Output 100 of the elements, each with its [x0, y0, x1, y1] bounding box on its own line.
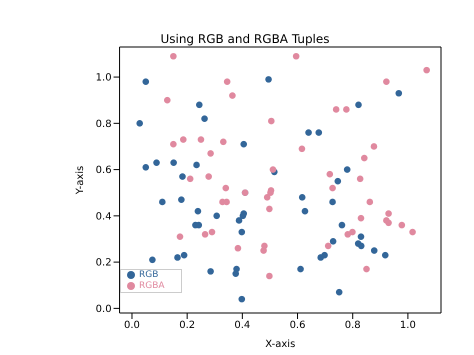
point	[240, 140, 248, 148]
point	[142, 78, 150, 85]
point	[213, 212, 220, 220]
point	[170, 52, 177, 60]
point	[334, 178, 342, 184]
point	[370, 247, 378, 254]
point	[229, 92, 236, 99]
x-tick-label: 0.6	[290, 320, 306, 332]
point	[355, 102, 362, 108]
point	[238, 296, 246, 302]
point	[270, 166, 276, 173]
point	[358, 214, 364, 222]
point	[236, 217, 242, 224]
x-tick-label: 0.8	[344, 320, 361, 332]
point	[356, 176, 364, 182]
point	[194, 208, 202, 215]
point	[326, 170, 334, 178]
point	[174, 254, 181, 261]
point	[358, 242, 365, 250]
point	[398, 222, 406, 228]
point	[164, 96, 171, 104]
point	[336, 288, 342, 296]
y-tick-label: 0.8	[96, 118, 112, 130]
point	[196, 102, 203, 108]
point	[302, 208, 308, 215]
point	[207, 150, 214, 157]
point	[224, 78, 230, 85]
point	[329, 198, 336, 206]
point	[385, 210, 392, 217]
point	[186, 176, 194, 182]
point	[178, 196, 185, 203]
point	[238, 228, 246, 236]
point	[315, 129, 322, 136]
point	[153, 159, 160, 166]
point	[149, 256, 156, 264]
point	[264, 194, 270, 201]
legend-label: RGBA	[139, 281, 165, 291]
point	[266, 272, 273, 280]
point	[205, 173, 212, 180]
point	[382, 252, 389, 258]
y-axis-title: Y-axis	[75, 166, 86, 196]
point	[297, 266, 304, 272]
point	[338, 222, 346, 228]
point	[266, 206, 273, 212]
point	[385, 219, 392, 226]
point	[329, 184, 336, 192]
point	[180, 252, 188, 258]
point	[330, 238, 336, 245]
point	[240, 212, 246, 220]
y-tick-label: 0.2	[96, 258, 112, 269]
point	[193, 162, 200, 168]
point	[324, 242, 332, 250]
point	[234, 244, 242, 252]
point	[298, 194, 306, 201]
point	[142, 164, 150, 171]
point	[344, 166, 350, 173]
y-tick-label: 0.6	[96, 165, 112, 176]
point	[292, 52, 300, 60]
x-axis-title: X-axis	[265, 339, 296, 350]
x-tick-label: 0.4	[234, 320, 250, 332]
point	[383, 78, 390, 85]
point	[136, 120, 144, 127]
point	[180, 136, 187, 143]
point	[360, 154, 368, 162]
point	[220, 138, 227, 146]
y-tick-label: 0.0	[96, 304, 112, 315]
point	[222, 184, 230, 192]
point	[201, 115, 208, 122]
point	[260, 247, 267, 254]
point	[344, 231, 352, 238]
point	[305, 129, 312, 136]
point	[370, 143, 378, 150]
point	[170, 140, 177, 148]
point	[343, 106, 350, 113]
point	[179, 173, 186, 180]
x-tick-label: 0.0	[124, 320, 140, 332]
y-tick-label: 1.0	[96, 72, 112, 84]
x-tick-label: 0.2	[179, 320, 196, 332]
point	[332, 106, 340, 113]
chart-title: Using RGB and RGBA Tuples	[159, 32, 331, 46]
point	[208, 228, 216, 236]
point	[363, 266, 370, 272]
point	[358, 233, 364, 240]
point	[202, 231, 208, 238]
point	[198, 136, 204, 143]
y-tick-label: 0.4	[96, 211, 112, 222]
x-tick-label: 1.0	[400, 320, 416, 332]
point	[268, 118, 275, 124]
point	[207, 268, 214, 275]
point	[265, 76, 272, 83]
point	[176, 233, 184, 240]
point	[317, 254, 324, 261]
point	[232, 270, 240, 277]
point	[159, 198, 166, 206]
point	[423, 66, 430, 74]
point	[170, 159, 177, 166]
point	[366, 198, 374, 206]
point	[409, 228, 416, 236]
legend-label: RGB	[139, 270, 158, 280]
point	[395, 90, 402, 97]
